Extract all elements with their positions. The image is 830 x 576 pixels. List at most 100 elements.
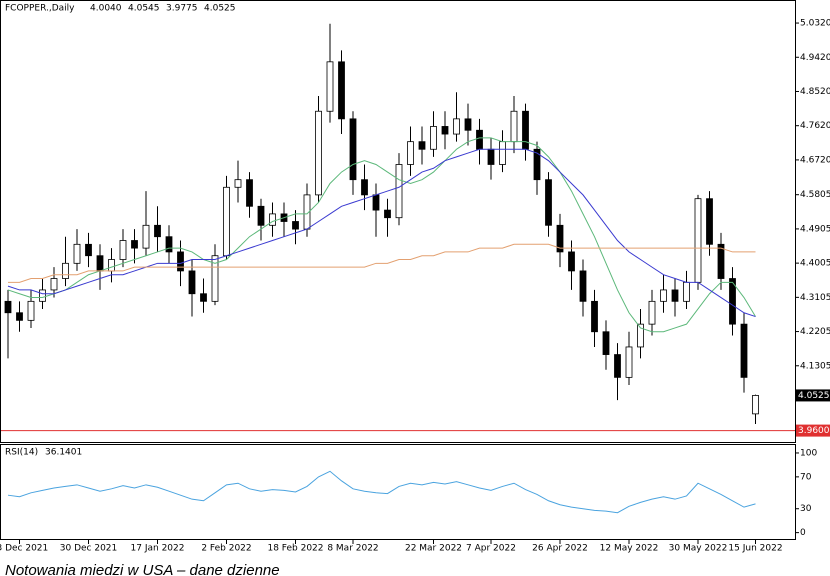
chart-title: FCOPPER.,Daily <box>5 4 75 14</box>
rsi-name: RSI(14) <box>5 448 38 458</box>
x-tick-label: 13 Dec 2021 <box>0 544 48 554</box>
candle-body <box>165 236 173 253</box>
level-box <box>796 424 830 437</box>
candle-body <box>62 262 69 279</box>
candle-body <box>108 259 115 272</box>
rsi-tick-label: 30 <box>800 504 812 514</box>
candle-body <box>119 240 127 260</box>
candle-body <box>142 224 150 249</box>
y-tick-label: 4.9420 <box>800 53 830 63</box>
candle-body <box>407 141 414 165</box>
candle-body <box>729 278 736 325</box>
candle-body <box>625 346 633 378</box>
price-box <box>796 389 830 402</box>
candle-body <box>591 300 598 333</box>
y-tick-label: 4.1305 <box>800 361 830 371</box>
candle-body <box>85 243 92 257</box>
candle-body <box>372 194 380 211</box>
candle-body <box>384 209 391 219</box>
x-tick-label: 12 May 2022 <box>600 544 659 554</box>
y-tick-label: 5.0320 <box>800 19 830 29</box>
candle-body <box>315 110 322 196</box>
candle-body <box>660 289 667 302</box>
candle-body <box>16 312 23 321</box>
price-label: 4.0525 <box>798 391 830 401</box>
candle-body <box>614 354 621 378</box>
candle-body <box>545 179 552 226</box>
y-tick-label: 4.4005 <box>800 259 830 269</box>
candle-body <box>694 198 702 283</box>
candle-body <box>476 129 483 150</box>
ohlc-value: 4.0545 <box>128 4 160 14</box>
candle-body <box>671 289 679 302</box>
candle-body <box>211 255 219 302</box>
ohlc-value: 3.9775 <box>166 4 198 14</box>
candle-body <box>39 289 46 302</box>
x-tick-label: 22 Mar 2022 <box>405 544 462 554</box>
candle-body <box>441 126 449 135</box>
x-tick-label: 30 Dec 2021 <box>60 544 118 554</box>
candle-body <box>510 110 518 143</box>
candle-body <box>234 179 242 188</box>
y-tick-label: 4.2205 <box>800 327 830 337</box>
x-tick-label: 30 May 2022 <box>669 544 728 554</box>
candle-body <box>648 300 656 325</box>
rsi-tick-label: 100 <box>800 448 817 458</box>
x-tick-label: 7 Apr 2022 <box>466 544 516 554</box>
ohlc-value: 4.0525 <box>204 4 236 14</box>
candle-body <box>706 198 713 245</box>
candle-body <box>464 118 472 131</box>
caption: Notowania miedzi w USA – dane dzienne <box>5 562 280 576</box>
rsi-tick-label: 70 <box>800 472 812 482</box>
candle-body <box>200 293 207 302</box>
candle-body <box>533 148 541 181</box>
moving-average <box>7 148 756 318</box>
candle-body <box>717 243 725 279</box>
candle-body <box>257 205 265 226</box>
candle-body <box>50 278 58 291</box>
candle-body <box>361 179 368 196</box>
candle-body <box>579 270 587 302</box>
candle-body <box>637 323 644 348</box>
candle-body <box>73 243 81 264</box>
candle-body <box>96 255 104 272</box>
level-label: 3.9600 <box>798 426 830 436</box>
ohlc-value: 4.0040 <box>90 4 122 14</box>
x-tick-label: 18 Feb 2022 <box>267 544 323 554</box>
x-tick-label: 15 Jun 2022 <box>728 544 782 554</box>
x-tick-label: 2 Feb 2022 <box>201 544 251 554</box>
candle-body <box>4 300 12 314</box>
candle-body <box>602 331 610 355</box>
x-tick-label: 17 Jan 2022 <box>131 544 185 554</box>
candle-body <box>453 118 460 135</box>
rsi-value: 36.1401 <box>45 448 82 458</box>
candle-body <box>418 141 426 150</box>
candle-body <box>292 221 299 230</box>
candle-body <box>338 61 345 120</box>
candle-body <box>177 251 184 272</box>
candle-body <box>223 186 230 257</box>
candle-body <box>326 61 334 112</box>
candle-body <box>349 118 357 181</box>
candle-body <box>269 213 276 226</box>
candle-body <box>430 126 437 150</box>
y-tick-label: 4.3105 <box>800 293 830 303</box>
price-panel <box>0 0 796 443</box>
moving-average <box>7 137 756 333</box>
candle-body <box>499 141 506 165</box>
y-tick-label: 4.8520 <box>800 87 830 97</box>
y-tick-label: 4.7620 <box>800 121 830 131</box>
moving-average <box>8 243 756 283</box>
candle-body <box>487 148 495 165</box>
y-tick-label: 4.4905 <box>800 224 830 234</box>
x-tick-label: 26 Apr 2022 <box>532 544 588 554</box>
rsi-line <box>7 470 756 514</box>
rsi-tick-label: 0 <box>800 528 806 538</box>
candle-body <box>568 251 575 272</box>
x-tick-label: 8 Mar 2022 <box>327 544 378 554</box>
y-tick-label: 4.5805 <box>800 190 830 200</box>
rsi-panel <box>0 444 796 540</box>
candle-body <box>246 179 253 207</box>
